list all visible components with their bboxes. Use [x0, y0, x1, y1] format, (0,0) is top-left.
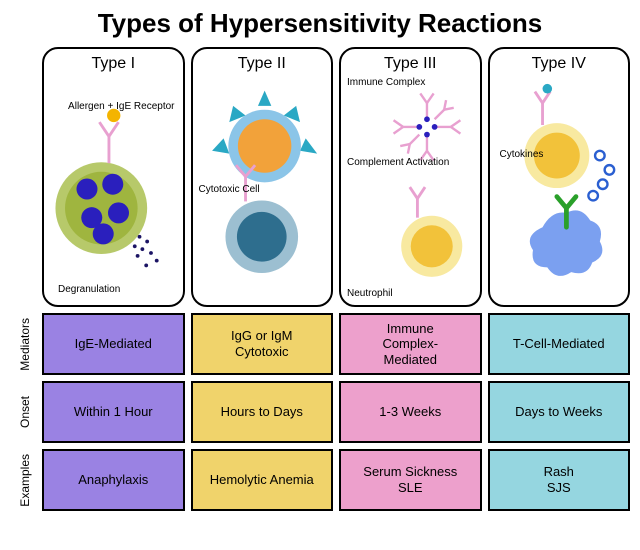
cell-mediator-3: Immune Complex- Mediated	[339, 313, 482, 375]
cell-mediator-2: IgG or IgM Cytotoxic	[191, 313, 334, 375]
panel-header-3: Type III	[341, 49, 480, 75]
caption-cytotoxic: Cytotoxic Cell	[199, 184, 260, 195]
cell-onset-2: Hours to Days	[191, 381, 334, 443]
cell-example-2: Hemolytic Anemia	[191, 449, 334, 511]
cell-example-1: Anaphylaxis	[42, 449, 185, 511]
panel-header-2: Type II	[193, 49, 332, 75]
main-grid: Type I Allergen + IgE Receptor Degranula…	[14, 47, 630, 511]
caption-degranulation: Degranulation	[58, 284, 120, 295]
rowlabel-examples: Examples	[18, 454, 32, 507]
cell-onset-3: 1-3 Weeks	[339, 381, 482, 443]
rowlabel-onset: Onset	[18, 396, 32, 428]
rowlabel-mediators: Mediators	[18, 318, 32, 371]
caption-complement: Complement Activation	[347, 157, 449, 168]
panel-type-1: Type I Allergen + IgE Receptor Degranula…	[42, 47, 185, 307]
cell-example-3: Serum Sickness SLE	[339, 449, 482, 511]
panel-type-3: Type III Immune Complex Complement Activ…	[339, 47, 482, 307]
diagram-type-3	[341, 75, 480, 303]
panel-type-2: Type II Cytotoxic Cell	[191, 47, 334, 307]
page-title: Types of Hypersensitivity Reactions	[10, 8, 630, 39]
caption-neutrophil: Neutrophil	[347, 288, 393, 299]
panel-type-4: Type IV Cytokines	[488, 47, 631, 307]
cell-mediator-1: IgE-Mediated	[42, 313, 185, 375]
cell-mediator-4: T-Cell-Mediated	[488, 313, 631, 375]
cell-onset-4: Days to Weeks	[488, 381, 631, 443]
panel-header-4: Type IV	[490, 49, 629, 75]
cell-onset-1: Within 1 Hour	[42, 381, 185, 443]
caption-cytokines: Cytokines	[500, 149, 544, 160]
caption-immune-complex: Immune Complex	[347, 77, 425, 88]
caption-allergen: Allergen + IgE Receptor	[68, 101, 174, 112]
panel-header-1: Type I	[44, 49, 183, 75]
diagram-type-4	[490, 75, 629, 303]
cell-example-4: Rash SJS	[488, 449, 631, 511]
